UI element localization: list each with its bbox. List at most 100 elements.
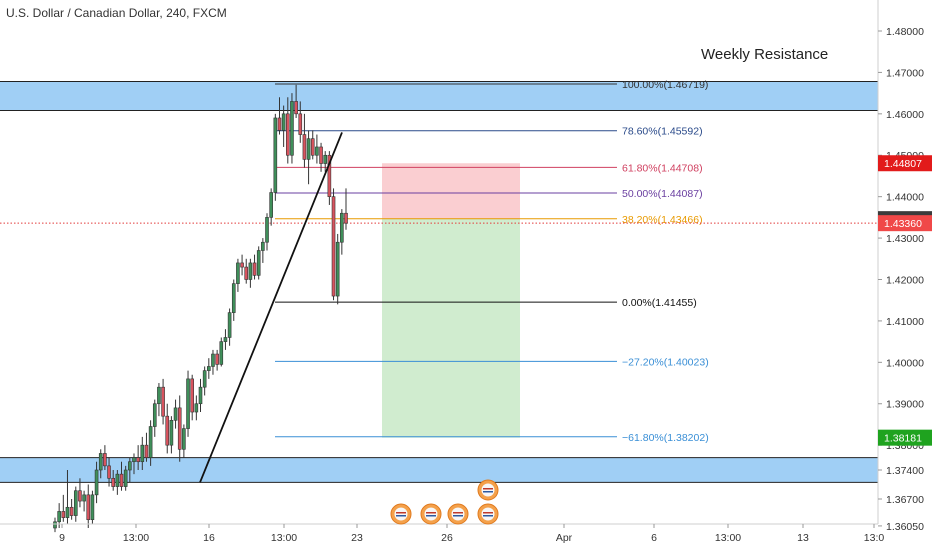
candle[interactable] — [340, 212, 344, 243]
candle[interactable] — [119, 473, 124, 487]
candle[interactable] — [256, 250, 261, 276]
candle[interactable] — [73, 490, 78, 516]
flag-stripe-icon — [483, 491, 493, 493]
candle[interactable] — [269, 192, 273, 218]
fib-label-0: 100.00%(1.46719) — [622, 79, 708, 91]
fib-label-3: 50.00%(1.44087) — [622, 188, 703, 200]
trendline[interactable] — [199, 132, 343, 483]
x-tick-label-6: Apr — [556, 532, 573, 544]
candle[interactable] — [132, 457, 136, 463]
candle[interactable] — [65, 506, 70, 518]
resistance-zone-0 — [0, 81, 878, 111]
events-layer — [390, 479, 499, 525]
candle[interactable] — [194, 403, 199, 413]
candle[interactable] — [223, 337, 228, 342]
candle[interactable] — [136, 457, 140, 463]
fib-label-7: −61.80%(1.38202) — [622, 432, 709, 444]
candle[interactable] — [306, 138, 311, 160]
candle[interactable] — [53, 521, 57, 529]
flag-stripe-icon — [483, 515, 493, 517]
candle[interactable] — [111, 477, 115, 487]
price-badge-0 — [878, 155, 932, 172]
candle[interactable] — [331, 196, 336, 297]
candle[interactable] — [173, 407, 178, 421]
candle[interactable] — [128, 461, 132, 471]
candle[interactable] — [236, 262, 240, 284]
candle[interactable] — [265, 217, 269, 243]
x-tick-label-9: 13 — [797, 532, 809, 544]
flag-stripe-icon — [483, 488, 493, 490]
candle[interactable] — [177, 407, 182, 450]
price-badge-3 — [878, 429, 932, 446]
candle[interactable] — [86, 494, 91, 521]
candle[interactable] — [82, 494, 86, 502]
candle[interactable] — [248, 262, 253, 280]
y-tick-label-7: 1.41000 — [886, 316, 924, 328]
candle[interactable] — [152, 403, 157, 427]
candle[interactable] — [98, 453, 103, 471]
stop-loss-zone — [382, 163, 520, 219]
y-tick-label-6: 1.42000 — [886, 274, 924, 286]
candle[interactable] — [207, 366, 211, 371]
candle[interactable] — [294, 101, 298, 115]
candle[interactable] — [215, 353, 219, 365]
candle[interactable] — [344, 212, 348, 224]
candle[interactable] — [302, 134, 307, 160]
candle[interactable] — [211, 353, 215, 367]
candle[interactable] — [277, 117, 282, 131]
candle[interactable] — [231, 283, 236, 313]
y-tick-label-1: 1.47000 — [886, 67, 924, 79]
candle[interactable] — [273, 117, 278, 193]
candle[interactable] — [69, 506, 74, 516]
y-tick-label-13: 1.36050 — [886, 521, 924, 533]
candle[interactable] — [261, 241, 265, 251]
candle[interactable] — [290, 101, 294, 156]
take-profit-zone — [382, 218, 520, 438]
candle[interactable] — [198, 386, 203, 405]
candle[interactable] — [57, 511, 61, 523]
price-badge-label-0: 1.44807 — [884, 158, 922, 170]
candle[interactable] — [61, 511, 66, 518]
candle[interactable] — [244, 266, 249, 280]
candle[interactable] — [182, 428, 186, 450]
candle[interactable] — [123, 469, 128, 487]
candle[interactable] — [94, 469, 99, 496]
candle[interactable] — [319, 146, 323, 164]
candle[interactable] — [190, 378, 194, 413]
candle[interactable] — [90, 494, 95, 521]
candle[interactable] — [157, 386, 161, 405]
x-tick-label-10: 13:0 — [864, 532, 885, 544]
candle[interactable] — [227, 312, 232, 338]
x-tick-label-2: 16 — [203, 532, 215, 544]
candle[interactable] — [144, 444, 149, 458]
y-tick-label-0: 1.48000 — [886, 26, 924, 38]
candle[interactable] — [165, 415, 170, 446]
candle[interactable] — [115, 473, 120, 487]
candle[interactable] — [335, 241, 340, 297]
candle[interactable] — [219, 341, 224, 365]
candle[interactable] — [107, 465, 111, 479]
candle[interactable] — [161, 386, 165, 417]
candle[interactable] — [252, 262, 257, 276]
candle[interactable] — [327, 154, 332, 197]
candle[interactable] — [169, 420, 174, 446]
y-tick-label-12: 1.36700 — [886, 494, 924, 506]
candle[interactable] — [281, 113, 286, 131]
candle[interactable] — [202, 370, 207, 388]
candle[interactable] — [323, 154, 328, 164]
chart-title: U.S. Dollar / Canadian Dollar, 240, FXCM — [6, 6, 227, 20]
candle[interactable] — [140, 444, 145, 463]
candle[interactable] — [285, 113, 290, 156]
candle[interactable] — [78, 490, 82, 502]
candle[interactable] — [315, 146, 319, 156]
flag-stripe-icon — [426, 512, 436, 514]
candle[interactable] — [148, 426, 153, 458]
candle[interactable] — [298, 113, 303, 135]
candle[interactable] — [240, 262, 244, 268]
candle[interactable] — [103, 453, 107, 467]
candle[interactable] — [310, 138, 315, 156]
candles-layer — [53, 84, 348, 533]
candle[interactable] — [186, 378, 190, 429]
event-flag-inner-icon — [451, 507, 465, 521]
